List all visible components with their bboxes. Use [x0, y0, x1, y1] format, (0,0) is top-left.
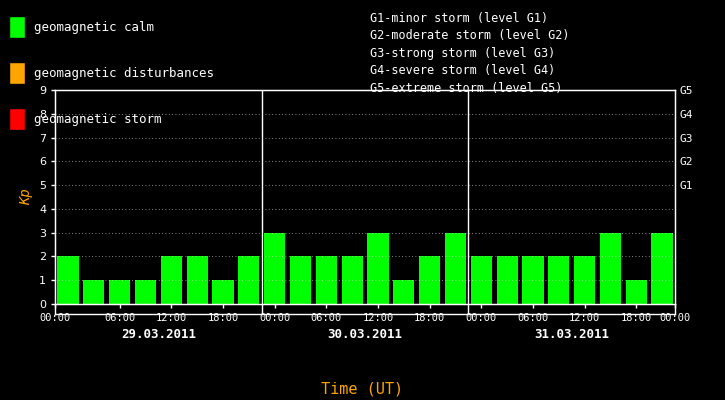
Bar — [419, 256, 440, 304]
Bar — [57, 256, 78, 304]
Bar — [109, 280, 130, 304]
Y-axis label: Kp: Kp — [20, 189, 33, 205]
Bar — [497, 256, 518, 304]
Bar — [315, 256, 337, 304]
Text: G2-moderate storm (level G2): G2-moderate storm (level G2) — [370, 30, 569, 42]
Text: geomagnetic disturbances: geomagnetic disturbances — [34, 66, 214, 80]
Bar — [652, 233, 673, 304]
Bar — [522, 256, 544, 304]
Bar — [161, 256, 182, 304]
Bar — [445, 233, 466, 304]
Text: geomagnetic calm: geomagnetic calm — [34, 20, 154, 34]
Bar — [368, 233, 389, 304]
Bar — [574, 256, 595, 304]
Text: geomagnetic storm: geomagnetic storm — [34, 112, 162, 126]
Bar — [548, 256, 569, 304]
Bar — [626, 280, 647, 304]
Bar — [600, 233, 621, 304]
Bar — [341, 256, 362, 304]
Text: 29.03.2011: 29.03.2011 — [121, 328, 196, 341]
Bar — [212, 280, 233, 304]
Text: G4-severe storm (level G4): G4-severe storm (level G4) — [370, 64, 555, 78]
Text: G5-extreme storm (level G5): G5-extreme storm (level G5) — [370, 82, 562, 95]
Bar — [393, 280, 415, 304]
Bar — [471, 256, 492, 304]
Bar — [239, 256, 260, 304]
Text: Time (UT): Time (UT) — [321, 381, 404, 396]
Text: G3-strong storm (level G3): G3-strong storm (level G3) — [370, 47, 555, 60]
Bar — [83, 280, 104, 304]
Bar — [264, 233, 285, 304]
Bar — [186, 256, 208, 304]
Text: G1-minor storm (level G1): G1-minor storm (level G1) — [370, 12, 548, 25]
Text: 30.03.2011: 30.03.2011 — [328, 328, 402, 341]
Bar — [135, 280, 156, 304]
Text: 31.03.2011: 31.03.2011 — [534, 328, 609, 341]
Bar — [290, 256, 311, 304]
